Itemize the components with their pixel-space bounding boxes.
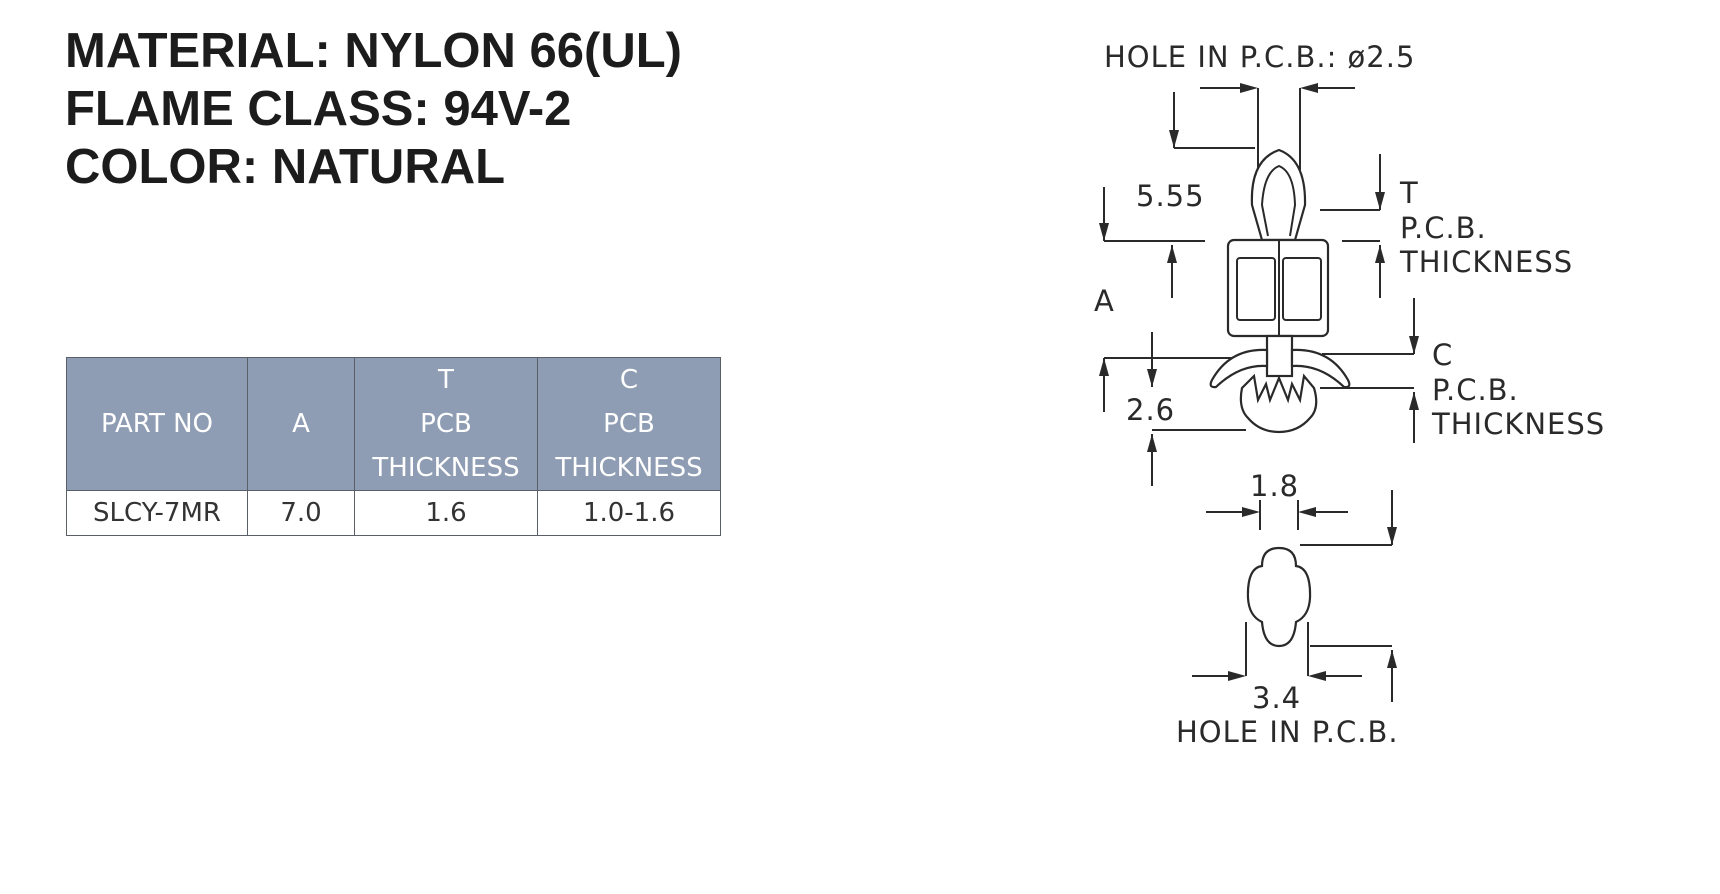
header-c-pcb-thickness: C PCB THICKNESS	[537, 357, 721, 491]
parts-table: PART NO A T PCB THICKNESS C PCB THICKNES…	[66, 357, 721, 536]
label-c-thickness: THICKNESS	[1431, 407, 1605, 441]
header-t-pcb: PCB	[420, 409, 472, 439]
header-a-label: A	[292, 409, 310, 439]
header-t-letter: T	[438, 365, 454, 395]
cell-t: 1.6	[354, 490, 538, 536]
label-34: 3.4	[1252, 681, 1301, 715]
label-hole-bottom: HOLE IN P.C.B.	[1176, 715, 1399, 749]
table-row: SLCY-7MR 7.0 1.6 1.0-1.6	[66, 490, 721, 536]
header-part-no-label: PART NO	[100, 409, 214, 439]
label-t-thickness: THICKNESS	[1399, 245, 1573, 279]
dim-555	[1099, 92, 1255, 298]
label-18: 1.8	[1250, 469, 1299, 503]
dim-t	[1320, 154, 1385, 298]
dim-34	[1192, 622, 1397, 702]
table-header-row: PART NO A T PCB THICKNESS C PCB THICKNES…	[66, 357, 721, 491]
dim-a	[1099, 357, 1240, 412]
cell-part-no: SLCY-7MR	[66, 490, 248, 536]
flame-class-spec: FLAME CLASS: 94V-2	[65, 82, 572, 136]
label-c-pcb: P.C.B.	[1432, 373, 1519, 407]
material-specs: MATERIAL: NYLON 66(UL) FLAME CLASS: 94V-…	[65, 22, 682, 196]
header-c-thickness: THICKNESS	[555, 453, 703, 483]
label-hole-top: HOLE IN P.C.B.: ø2.5	[1104, 40, 1415, 74]
header-t-pcb-thickness: T PCB THICKNESS	[354, 357, 538, 491]
dim-26	[1147, 332, 1246, 486]
spacer-side-view	[1209, 148, 1351, 434]
pcb-hole-shape	[1246, 546, 1312, 648]
label-26: 2.6	[1126, 393, 1175, 427]
label-555: 5.55	[1136, 179, 1205, 213]
label-t-pcb: P.C.B.	[1400, 211, 1487, 245]
dim-hole-diameter	[1200, 83, 1355, 170]
dim-18	[1206, 490, 1397, 546]
label-c: C	[1432, 338, 1453, 372]
material-spec: MATERIAL: NYLON 66(UL)	[65, 24, 682, 78]
cell-a: 7.0	[247, 490, 355, 536]
label-a: A	[1094, 284, 1115, 318]
dim-c	[1320, 298, 1419, 443]
header-c-letter: C	[619, 365, 639, 395]
cell-c: 1.0-1.6	[537, 490, 721, 536]
color-spec: COLOR: NATURAL	[65, 140, 506, 194]
header-c-pcb: PCB	[603, 409, 655, 439]
header-t-thickness: THICKNESS	[372, 453, 520, 483]
label-t: T	[1399, 176, 1419, 210]
